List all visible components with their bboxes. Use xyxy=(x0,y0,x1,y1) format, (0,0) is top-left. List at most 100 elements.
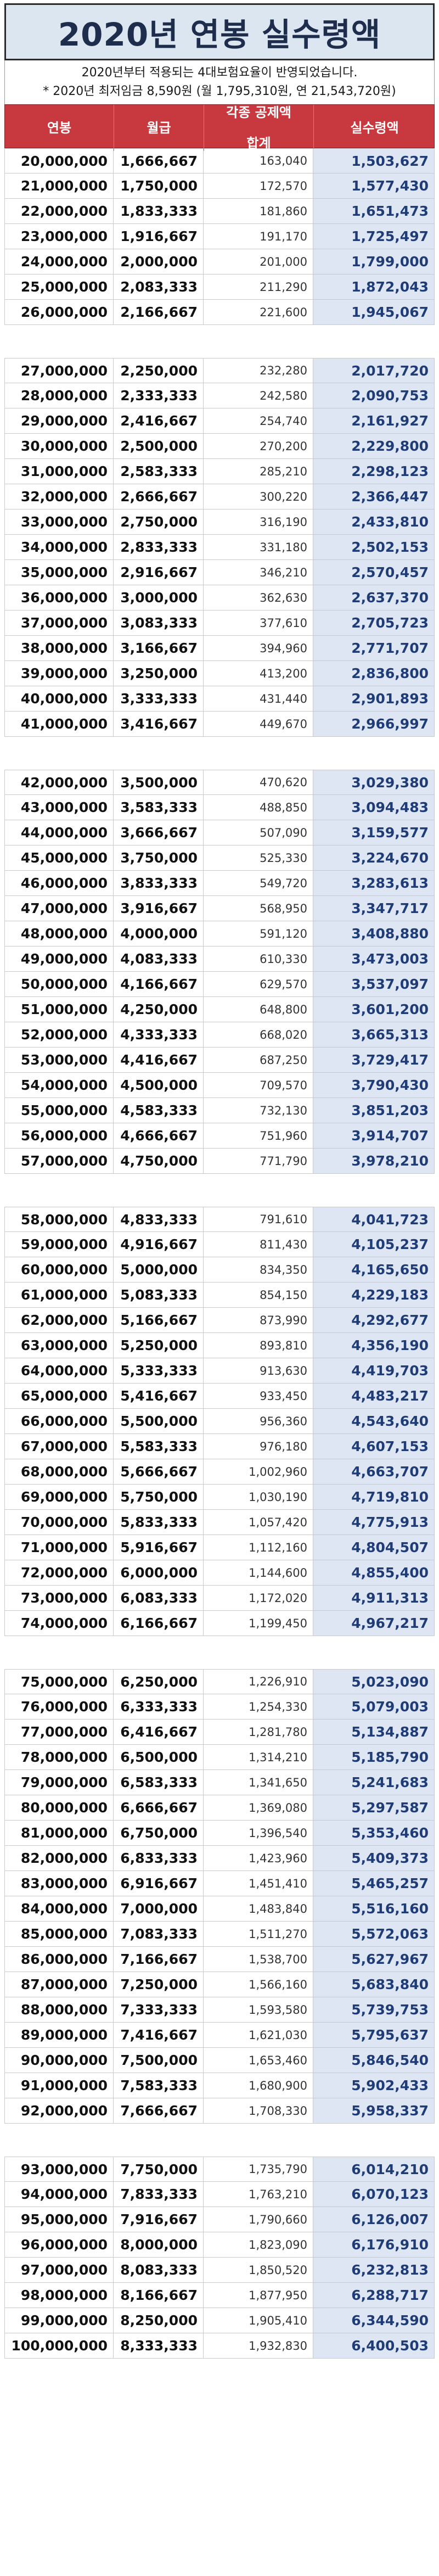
deductions-cell: 893,810 xyxy=(204,1333,313,1358)
table-row: 29,000,000 2,416,667 254,740 2,161,927 xyxy=(4,408,435,434)
net-pay-cell: 5,627,967 xyxy=(313,1947,435,1972)
annual-salary-cell: 92,000,000 xyxy=(4,2098,114,2123)
deductions-cell: 488,850 xyxy=(204,795,313,820)
table-section: 75,000,000 6,250,000 1,226,910 5,023,090 76,… xyxy=(4,1669,435,2124)
table-row: 20,000,000 1,666,667 163,040 1,503,627 xyxy=(4,148,435,173)
net-pay-cell: 3,665,313 xyxy=(313,1022,435,1047)
monthly-salary-cell: 7,333,333 xyxy=(114,1997,204,2022)
net-pay-cell: 2,771,707 xyxy=(313,636,435,660)
monthly-salary-cell: 3,500,000 xyxy=(114,770,204,794)
deductions-cell: 1,905,410 xyxy=(204,2308,313,2333)
table-section: 27,000,000 2,250,000 232,280 2,017,720 28,00… xyxy=(4,358,435,737)
monthly-salary-cell: 6,000,000 xyxy=(114,1560,204,1585)
annual-salary-cell: 80,000,000 xyxy=(4,1795,114,1820)
table-section: 42,000,000 3,500,000 470,620 3,029,380 43,00… xyxy=(4,770,435,1174)
deductions-cell: 507,090 xyxy=(204,820,313,845)
monthly-salary-cell: 6,083,333 xyxy=(114,1586,204,1610)
monthly-salary-cell: 2,166,667 xyxy=(114,300,204,324)
annual-salary-cell: 57,000,000 xyxy=(4,1149,114,1173)
table-row: 40,000,000 3,333,333 431,440 2,901,893 xyxy=(4,686,435,712)
deductions-cell: 1,653,460 xyxy=(204,2048,313,2073)
annual-salary-cell: 70,000,000 xyxy=(4,1510,114,1535)
table-row: 78,000,000 6,500,000 1,314,210 5,185,790 xyxy=(4,1745,435,1770)
net-pay-cell: 4,967,217 xyxy=(313,1611,435,1636)
annual-salary-cell: 31,000,000 xyxy=(4,459,114,484)
table-row: 42,000,000 3,500,000 470,620 3,029,380 xyxy=(4,770,435,795)
deductions-cell: 232,280 xyxy=(204,359,313,383)
title-banner: 2020년 연봉 실수령액 xyxy=(4,3,435,60)
deductions-cell: 1,199,450 xyxy=(204,1611,313,1636)
net-pay-cell: 5,023,090 xyxy=(313,1670,435,1694)
table-body: 20,000,000 1,666,667 163,040 1,503,627 21,00… xyxy=(0,148,439,2359)
deductions-cell: 1,369,080 xyxy=(204,1795,313,1820)
net-pay-cell: 4,483,217 xyxy=(313,1384,435,1408)
annual-salary-cell: 43,000,000 xyxy=(4,795,114,820)
net-pay-cell: 3,408,880 xyxy=(313,921,435,946)
deductions-cell: 1,314,210 xyxy=(204,1745,313,1769)
annual-salary-cell: 74,000,000 xyxy=(4,1611,114,1636)
deductions-cell: 648,800 xyxy=(204,997,313,1022)
deductions-cell: 172,570 xyxy=(204,173,313,198)
monthly-salary-cell: 3,333,333 xyxy=(114,686,204,711)
net-pay-cell: 2,836,800 xyxy=(313,661,435,686)
header-deductions-line: 각종 공제액 xyxy=(226,105,291,120)
deductions-cell: 1,538,700 xyxy=(204,1947,313,1972)
net-pay-cell: 4,543,640 xyxy=(313,1409,435,1433)
section-gap xyxy=(0,2124,439,2157)
monthly-salary-cell: 6,916,667 xyxy=(114,1871,204,1896)
monthly-salary-cell: 4,083,333 xyxy=(114,947,204,971)
annual-salary-cell: 98,000,000 xyxy=(4,2283,114,2308)
deductions-cell: 1,451,410 xyxy=(204,1871,313,1896)
header-monthly-salary: 월급 xyxy=(114,105,204,151)
deductions-cell: 221,600 xyxy=(204,300,313,324)
table-row: 62,000,000 5,166,667 873,990 4,292,677 xyxy=(4,1308,435,1333)
table-row: 28,000,000 2,333,333 242,580 2,090,753 xyxy=(4,383,435,408)
table-section: 93,000,000 7,750,000 1,735,790 6,014,210 94,… xyxy=(4,2157,435,2359)
table-row: 66,000,000 5,500,000 956,360 4,543,640 xyxy=(4,1409,435,1434)
annual-salary-cell: 59,000,000 xyxy=(4,1232,114,1257)
annual-salary-cell: 51,000,000 xyxy=(4,997,114,1022)
deductions-cell: 346,210 xyxy=(204,560,313,585)
deductions-cell: 181,860 xyxy=(204,199,313,223)
table-row: 83,000,000 6,916,667 1,451,410 5,465,257 xyxy=(4,1871,435,1896)
monthly-salary-cell: 6,666,667 xyxy=(114,1795,204,1820)
net-pay-cell: 5,683,840 xyxy=(313,1972,435,1997)
annual-salary-cell: 68,000,000 xyxy=(4,1459,114,1484)
net-pay-cell: 3,283,613 xyxy=(313,871,435,895)
monthly-salary-cell: 5,416,667 xyxy=(114,1384,204,1408)
section-gap xyxy=(0,1174,439,1207)
monthly-salary-cell: 5,500,000 xyxy=(114,1409,204,1433)
net-pay-cell: 1,503,627 xyxy=(313,149,435,173)
table-row: 80,000,000 6,666,667 1,369,080 5,297,587 xyxy=(4,1795,435,1821)
monthly-salary-cell: 7,833,333 xyxy=(114,2182,204,2207)
deductions-cell: 163,040 xyxy=(204,149,313,173)
monthly-salary-cell: 7,916,667 xyxy=(114,2207,204,2232)
table-row: 33,000,000 2,750,000 316,190 2,433,810 xyxy=(4,509,435,535)
net-pay-cell: 5,241,683 xyxy=(313,1770,435,1795)
net-pay-cell: 4,165,650 xyxy=(313,1257,435,1282)
note-line: 2020년부터 적용되는 4대보험요율이 반영되었습니다. xyxy=(81,66,358,80)
monthly-salary-cell: 5,750,000 xyxy=(114,1485,204,1509)
net-pay-cell: 1,651,473 xyxy=(313,199,435,223)
net-pay-cell: 5,846,540 xyxy=(313,2048,435,2073)
table-row: 60,000,000 5,000,000 834,350 4,165,650 xyxy=(4,1257,435,1283)
net-pay-cell: 3,851,203 xyxy=(313,1098,435,1123)
annual-salary-cell: 71,000,000 xyxy=(4,1535,114,1560)
deductions-cell: 1,030,190 xyxy=(204,1485,313,1509)
table-row: 35,000,000 2,916,667 346,210 2,570,457 xyxy=(4,560,435,585)
deductions-cell: 1,226,910 xyxy=(204,1670,313,1694)
table-row: 43,000,000 3,583,333 488,850 3,094,483 xyxy=(4,795,435,820)
deductions-cell: 709,570 xyxy=(204,1073,313,1097)
table-row: 67,000,000 5,583,333 976,180 4,607,153 xyxy=(4,1434,435,1459)
net-pay-cell: 6,232,813 xyxy=(313,2258,435,2282)
annual-salary-cell: 99,000,000 xyxy=(4,2308,114,2333)
annual-salary-cell: 45,000,000 xyxy=(4,845,114,870)
monthly-salary-cell: 5,916,667 xyxy=(114,1535,204,1560)
table-row: 86,000,000 7,166,667 1,538,700 5,627,967 xyxy=(4,1947,435,1972)
monthly-salary-cell: 6,583,333 xyxy=(114,1770,204,1795)
table-row: 55,000,000 4,583,333 732,130 3,851,203 xyxy=(4,1098,435,1123)
net-pay-cell: 5,958,337 xyxy=(313,2098,435,2123)
monthly-salary-cell: 3,750,000 xyxy=(114,845,204,870)
deductions-cell: 668,020 xyxy=(204,1022,313,1047)
annual-salary-cell: 54,000,000 xyxy=(4,1073,114,1097)
